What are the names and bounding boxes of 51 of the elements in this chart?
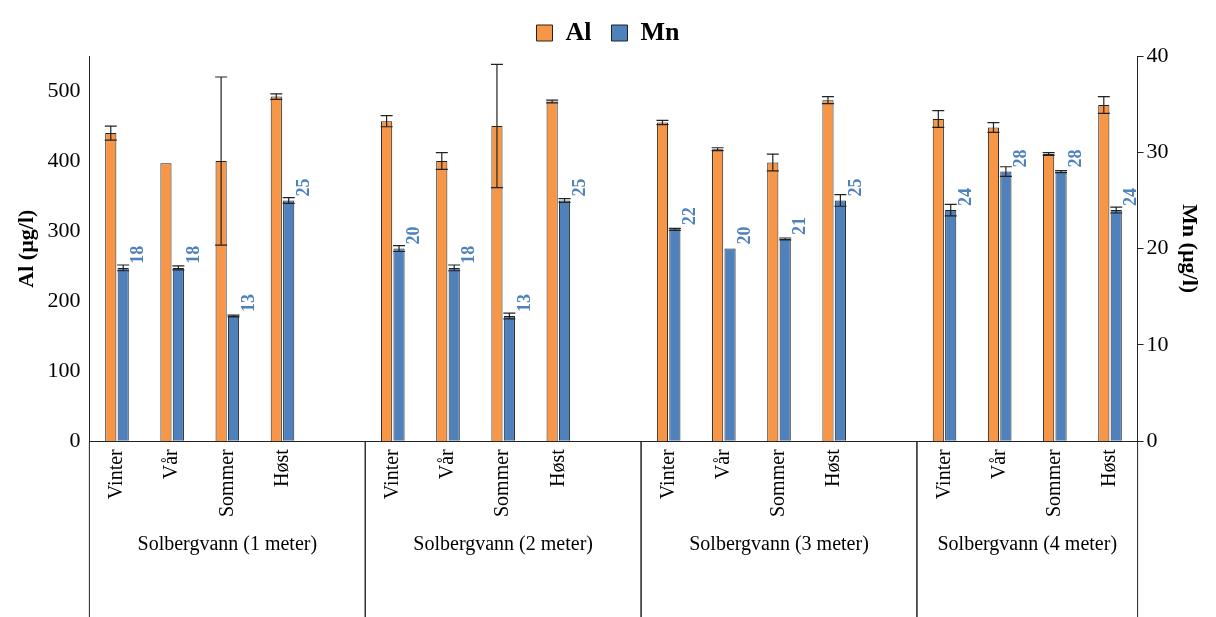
legend-label: Al — [565, 16, 592, 46]
text: Solbergvann (4 meter) — [937, 532, 1118, 556]
x-tick-label: Høst — [821, 448, 844, 488]
data-label: 28 — [1010, 149, 1031, 168]
x-tick-label: Høst — [269, 448, 292, 488]
legend-label: Mn — [640, 16, 681, 46]
data-label: 18 — [182, 245, 203, 264]
text: Solbergvann (1 meter) — [137, 532, 318, 556]
y-axis-title: Al (µg/l) — [12, 209, 38, 288]
text: Solbergvann (2 meter) — [413, 532, 593, 556]
data-label: 13 — [513, 294, 534, 313]
x-tick-label: Sommer — [214, 448, 237, 518]
data-label: 28 — [1065, 149, 1086, 168]
x-tick-label: Vinter — [931, 448, 954, 500]
y-tick-label: 400 — [47, 146, 81, 172]
data-label: 20 — [403, 226, 424, 245]
text: Solbergvann (3 meter) — [689, 532, 869, 556]
data-label: 22 — [679, 207, 700, 226]
y2-axis-title: Mn (µg/l) — [1178, 204, 1204, 294]
y2-tick-label: 20 — [1146, 234, 1169, 260]
y-tick-label: 500 — [47, 76, 81, 102]
y-tick-label: 0 — [69, 427, 81, 453]
data-label: 25 — [292, 178, 313, 197]
data-label: 24 — [954, 188, 975, 207]
x-tick-label: Vinter — [104, 448, 127, 500]
y-tick-label: 200 — [47, 286, 81, 312]
x-tick-label: Vinter — [655, 448, 678, 500]
x-tick-label: Sommer — [490, 448, 513, 518]
data-label: 13 — [237, 294, 258, 313]
data-label: 20 — [734, 226, 755, 245]
x-tick-label: Vår — [435, 448, 458, 480]
data-label: 25 — [568, 178, 589, 197]
data-label: 25 — [844, 178, 865, 197]
y-tick-label: 300 — [47, 216, 81, 242]
x-tick-label: Sommer — [766, 448, 789, 518]
x-tick-label: Høst — [545, 448, 568, 488]
x-tick-label: Vår — [159, 448, 182, 480]
x-tick-label: Sommer — [1042, 448, 1065, 518]
y-tick-label: 100 — [47, 356, 81, 382]
x-tick-label: Vinter — [380, 448, 403, 500]
data-label: 18 — [127, 245, 148, 264]
data-label: 24 — [1120, 188, 1141, 207]
data-label: 21 — [789, 216, 810, 235]
x-tick-label: Høst — [1097, 448, 1120, 488]
y2-tick-label: 40 — [1146, 41, 1169, 67]
x-tick-label: Vår — [711, 448, 734, 480]
x-tick-label: Vår — [986, 448, 1009, 480]
y2-tick-label: 0 — [1146, 427, 1158, 453]
y2-tick-label: 30 — [1146, 138, 1169, 164]
y2-tick-label: 10 — [1146, 330, 1169, 356]
data-label: 18 — [458, 245, 479, 264]
